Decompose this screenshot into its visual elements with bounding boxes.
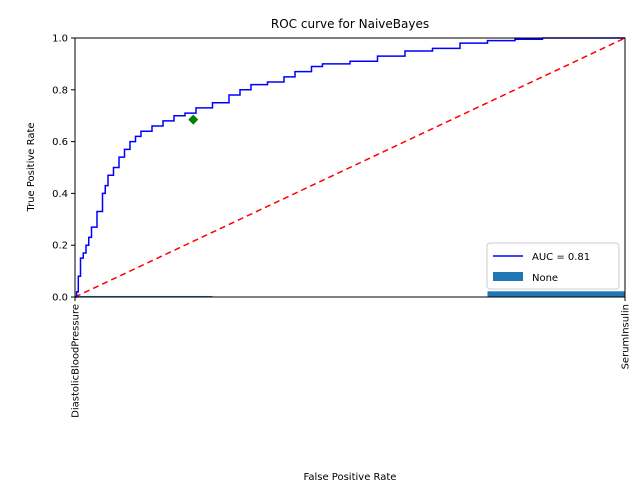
x-tick-label-0: DiastolicBloodPressure xyxy=(71,304,82,418)
diagonal-line xyxy=(74,37,626,298)
x-tick-label-1: SerumInsulin xyxy=(621,304,632,369)
y-axis-label: True Positive Rate xyxy=(26,122,37,212)
x-axis-label: False Positive Rate xyxy=(304,472,397,480)
y-tick-label-3: 0.6 xyxy=(52,137,68,148)
legend-label-auc: AUC = 0.81 xyxy=(532,252,590,263)
y-tick-label-4: 0.8 xyxy=(52,85,68,96)
axes-frame xyxy=(74,37,626,298)
y-tick-label-0: 0.0 xyxy=(52,293,68,304)
legend-label-none: None xyxy=(532,273,558,284)
optimal-threshold-marker xyxy=(188,114,199,125)
legend-swatch-none xyxy=(493,272,523,281)
bar-0 xyxy=(75,295,213,297)
x-axis: DiastolicBloodPressure SerumInsulin xyxy=(71,297,632,418)
y-tick-label-5: 1.0 xyxy=(52,34,68,45)
y-axis: 0.0 0.2 0.4 0.6 0.8 1.0 xyxy=(52,34,75,304)
bar-1 xyxy=(487,291,625,297)
roc-curve-line xyxy=(75,37,625,298)
plot-area xyxy=(74,37,626,298)
chart-title: ROC curve for NaiveBayes xyxy=(271,17,429,31)
y-tick-label-2: 0.4 xyxy=(52,189,68,200)
legend: AUC = 0.81 None xyxy=(486,242,620,290)
y-tick-label-1: 0.2 xyxy=(52,241,68,252)
